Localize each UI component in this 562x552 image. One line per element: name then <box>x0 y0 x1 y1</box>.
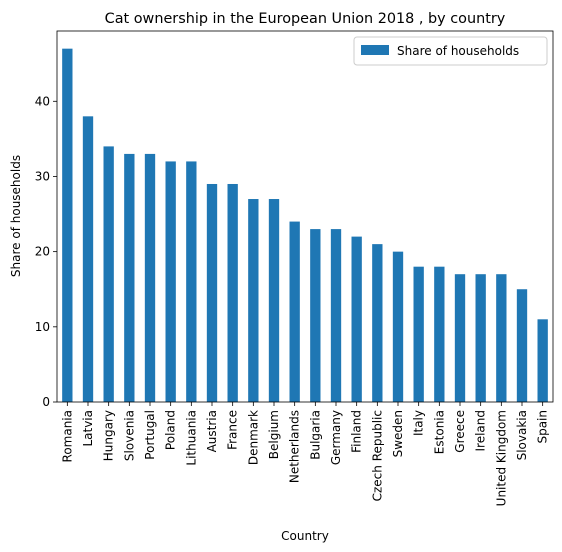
x-tick-label: Sweden <box>391 410 405 457</box>
x-tick-label: Slovakia <box>515 410 529 460</box>
bar <box>537 319 548 402</box>
bar <box>372 244 383 402</box>
legend-swatch <box>361 45 389 55</box>
x-tick-label: Czech Republic <box>370 410 384 501</box>
legend-label: Share of households <box>397 44 519 58</box>
bar <box>248 199 259 402</box>
x-tick-label: Italy <box>412 410 426 436</box>
x-tick-label: Romania <box>60 410 74 462</box>
bar <box>186 161 197 402</box>
x-tick-label: Netherlands <box>288 410 302 483</box>
x-tick-label: Germany <box>329 410 343 465</box>
bar <box>413 266 424 402</box>
bar <box>392 251 404 402</box>
bar <box>165 161 176 402</box>
bar <box>351 236 362 402</box>
x-tick-label: Spain <box>536 410 550 444</box>
x-tick-label: Hungary <box>102 410 116 461</box>
x-tick-label: Latvia <box>81 410 95 447</box>
bar <box>475 274 486 402</box>
bar <box>103 146 114 402</box>
bar <box>206 183 218 402</box>
y-tick-label: 40 <box>35 94 50 108</box>
bar <box>268 199 280 402</box>
bar <box>144 153 156 402</box>
bar <box>496 274 507 402</box>
x-tick-label: United Kingdom <box>494 410 508 506</box>
bar <box>454 274 466 402</box>
plot-frame <box>56 30 554 403</box>
chart-title: Cat ownership in the European Union 2018… <box>105 11 506 27</box>
x-tick-label: Slovenia <box>122 410 136 461</box>
bar <box>289 221 300 402</box>
legend-frame <box>353 36 548 66</box>
y-tick-label: 30 <box>35 169 50 183</box>
x-tick-label: Ireland <box>474 410 488 452</box>
y-axis-label: Share of households <box>9 155 23 277</box>
bar <box>310 229 321 402</box>
bar <box>82 116 94 403</box>
x-tick-label: Denmark <box>246 410 260 465</box>
bar <box>227 183 238 402</box>
bar <box>62 48 73 403</box>
bar <box>434 266 445 402</box>
x-tick-label: Austria <box>205 410 219 452</box>
y-tick-label: 10 <box>35 320 50 334</box>
x-tick-label: Portugal <box>143 410 157 460</box>
x-axis-label: Country <box>281 529 329 543</box>
x-tick-label: Finland <box>350 410 364 453</box>
y-tick-label: 20 <box>35 245 50 259</box>
bars-group <box>62 48 548 403</box>
bar <box>330 229 342 402</box>
bar <box>516 289 528 402</box>
x-tick-label: Poland <box>164 410 178 450</box>
x-tick-label: Estonia <box>432 410 446 454</box>
y-tick-label: 0 <box>42 395 50 409</box>
x-tick-label: France <box>226 410 240 450</box>
y-axis: 0 10 20 30 40 <box>35 94 57 409</box>
bar <box>124 153 135 402</box>
x-tick-label: Greece <box>453 410 467 453</box>
x-tick-label: Bulgaria <box>308 410 322 460</box>
x-tick-label: Belgium <box>267 410 281 459</box>
legend: Share of households <box>353 36 548 66</box>
x-tick-label: Lithuania <box>184 410 198 466</box>
x-axis: Romania Latvia Hungary Slovenia Portugal Pola… <box>60 402 550 506</box>
